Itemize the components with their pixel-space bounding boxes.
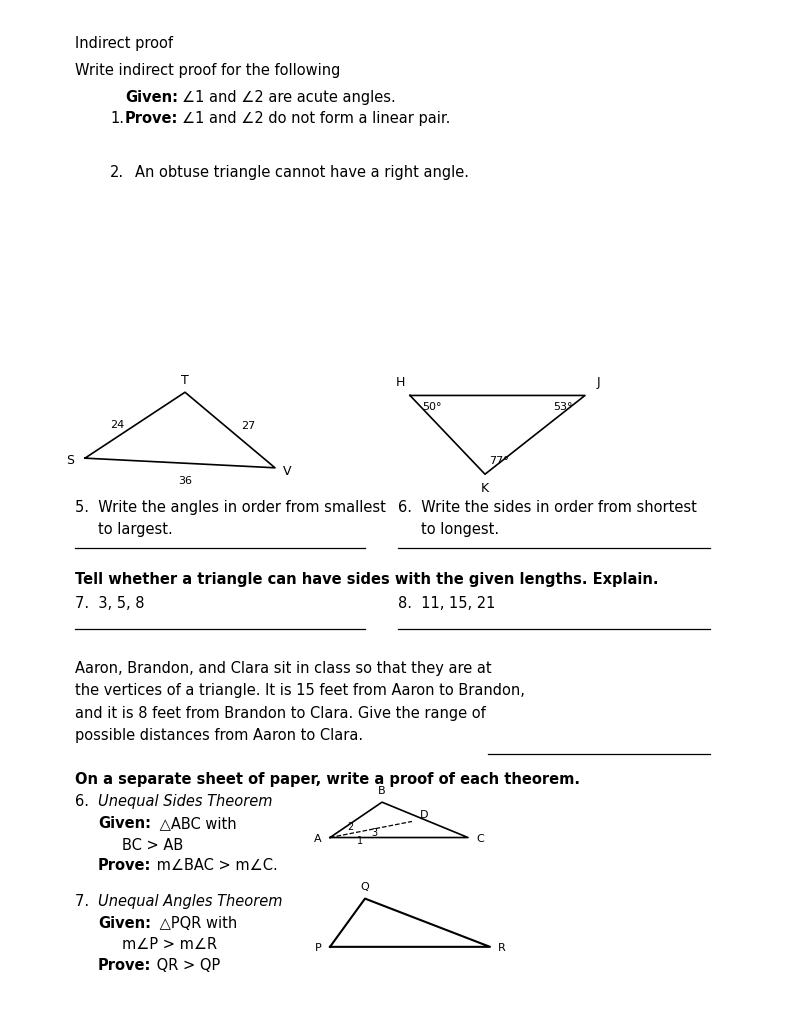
Text: T: T [181,374,189,387]
Text: H: H [396,376,405,389]
Text: 77°: 77° [489,457,509,466]
Text: D: D [420,810,428,820]
Text: 53°: 53° [553,401,573,412]
Text: K: K [481,482,489,496]
Text: m∠P > m∠R: m∠P > m∠R [122,937,217,952]
Text: possible distances from Aaron to Clara.: possible distances from Aaron to Clara. [75,728,363,743]
Text: △ABC with: △ABC with [155,816,237,830]
Text: 1: 1 [357,836,363,846]
Text: 1.: 1. [110,111,124,126]
Text: Q: Q [361,883,369,892]
Text: J: J [596,376,600,389]
Text: to longest.: to longest. [421,522,499,538]
Text: A: A [314,835,322,844]
Text: Prove:: Prove: [98,958,151,973]
Text: 2.: 2. [110,165,124,180]
Text: Given:: Given: [125,90,178,105]
Text: 24: 24 [110,420,124,430]
Text: Unequal Angles Theorem: Unequal Angles Theorem [98,894,282,908]
Text: 27: 27 [241,421,255,431]
Text: R: R [498,943,506,953]
Text: 50°: 50° [422,401,441,412]
Text: QR > QP: QR > QP [152,958,220,973]
Text: ∠1 and ∠2 are acute angles.: ∠1 and ∠2 are acute angles. [182,90,396,105]
Text: △PQR with: △PQR with [155,916,237,931]
Text: 7.: 7. [75,894,98,908]
Text: ∠1 and ∠2 do not form a linear pair.: ∠1 and ∠2 do not form a linear pair. [182,111,450,126]
Text: and it is 8 feet from Brandon to Clara. Give the range of: and it is 8 feet from Brandon to Clara. … [75,706,486,721]
Text: On a separate sheet of paper, write a proof of each theorem.: On a separate sheet of paper, write a pr… [75,772,580,786]
Text: S: S [66,454,74,467]
Text: 8.  11, 15, 21: 8. 11, 15, 21 [398,596,495,611]
Text: 6.  Write the sides in order from shortest: 6. Write the sides in order from shortes… [398,500,697,515]
Text: C: C [476,835,484,844]
Text: m∠BAC > m∠C.: m∠BAC > m∠C. [152,858,278,873]
Text: BC > AB: BC > AB [122,838,184,853]
Text: Write indirect proof for the following: Write indirect proof for the following [75,62,340,78]
Text: B: B [378,785,386,796]
Text: Prove:: Prove: [125,111,179,126]
Text: Tell whether a triangle can have sides with the given lengths. Explain.: Tell whether a triangle can have sides w… [75,572,658,588]
Text: Unequal Sides Theorem: Unequal Sides Theorem [98,795,273,809]
Text: Indirect proof: Indirect proof [75,36,173,51]
Text: 36: 36 [178,476,192,485]
Text: to largest.: to largest. [98,522,172,538]
Text: Prove:: Prove: [98,858,151,873]
Text: Given:: Given: [98,916,151,931]
Text: 7.  3, 5, 8: 7. 3, 5, 8 [75,596,145,611]
Text: Aaron, Brandon, and Clara sit in class so that they are at: Aaron, Brandon, and Clara sit in class s… [75,660,492,676]
Text: 5.  Write the angles in order from smallest: 5. Write the angles in order from smalle… [75,500,386,515]
Text: 3: 3 [371,827,377,838]
Text: 6.: 6. [75,795,98,809]
Text: Given:: Given: [98,816,151,830]
Text: V: V [282,465,291,478]
Text: An obtuse triangle cannot have a right angle.: An obtuse triangle cannot have a right a… [135,165,469,180]
Text: 2: 2 [347,822,353,833]
Text: the vertices of a triangle. It is 15 feet from Aaron to Brandon,: the vertices of a triangle. It is 15 fee… [75,683,525,698]
Text: P: P [315,943,321,953]
